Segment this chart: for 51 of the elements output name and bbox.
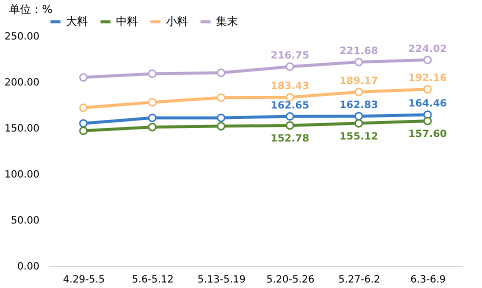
- legend-label: 集末: [216, 14, 238, 28]
- point: [423, 56, 432, 64]
- data-label: 221.68: [339, 46, 378, 58]
- point: [148, 122, 157, 132]
- y-tick-label: 150.00: [4, 124, 40, 134]
- point: [216, 122, 226, 130]
- y-tick-label: 50.00: [10, 216, 40, 226]
- point: [79, 73, 88, 82]
- y-tick-label: 250.00: [4, 32, 40, 42]
- y-tick-label: 100.00: [4, 170, 40, 180]
- x-tick-label: 5.6-5.12: [132, 274, 174, 286]
- data-label: 216.75: [270, 50, 310, 62]
- point: [354, 112, 364, 120]
- point: [216, 68, 226, 78]
- point: [354, 88, 364, 96]
- x-tick-label: 5.13-5.19: [198, 274, 246, 286]
- y-tick-label: 0.00: [17, 262, 40, 272]
- x-tick-label: 4.29-5.5: [63, 274, 105, 286]
- point: [79, 119, 88, 128]
- point: [79, 103, 88, 112]
- y-tick-label: 200.00: [4, 78, 40, 88]
- point: [216, 114, 226, 122]
- data-label: 189.17: [339, 76, 378, 87]
- data-label: 152.78: [270, 133, 310, 144]
- legend-label: 小料: [166, 14, 188, 28]
- point: [286, 62, 294, 71]
- point: [354, 58, 364, 66]
- point: [286, 112, 294, 121]
- x-tick-label: 5.20-5.26: [266, 274, 314, 286]
- data-label: 155.12: [339, 131, 378, 142]
- x-tick-label: 5.27-6.2: [338, 274, 380, 286]
- point: [148, 69, 157, 78]
- legend-label: 中料: [116, 14, 138, 28]
- data-label: 164.46: [408, 98, 447, 110]
- point: [423, 84, 432, 94]
- point: [354, 119, 364, 128]
- data-label: 192.16: [408, 73, 447, 84]
- point: [423, 116, 432, 126]
- legend-label: 大料: [66, 14, 88, 28]
- point: [148, 98, 157, 107]
- data-label: 183.43: [270, 81, 310, 92]
- data-label: 157.60: [408, 129, 447, 140]
- point: [286, 121, 294, 130]
- point: [148, 114, 157, 122]
- y-axis-title: 单位：%: [9, 3, 52, 16]
- x-tick-label: 6.3-6.9: [410, 274, 446, 286]
- point: [216, 93, 226, 102]
- data-label: 162.65: [270, 100, 310, 112]
- data-label: 162.83: [339, 100, 378, 112]
- data-label: 224.02: [408, 44, 447, 55]
- point: [79, 126, 88, 136]
